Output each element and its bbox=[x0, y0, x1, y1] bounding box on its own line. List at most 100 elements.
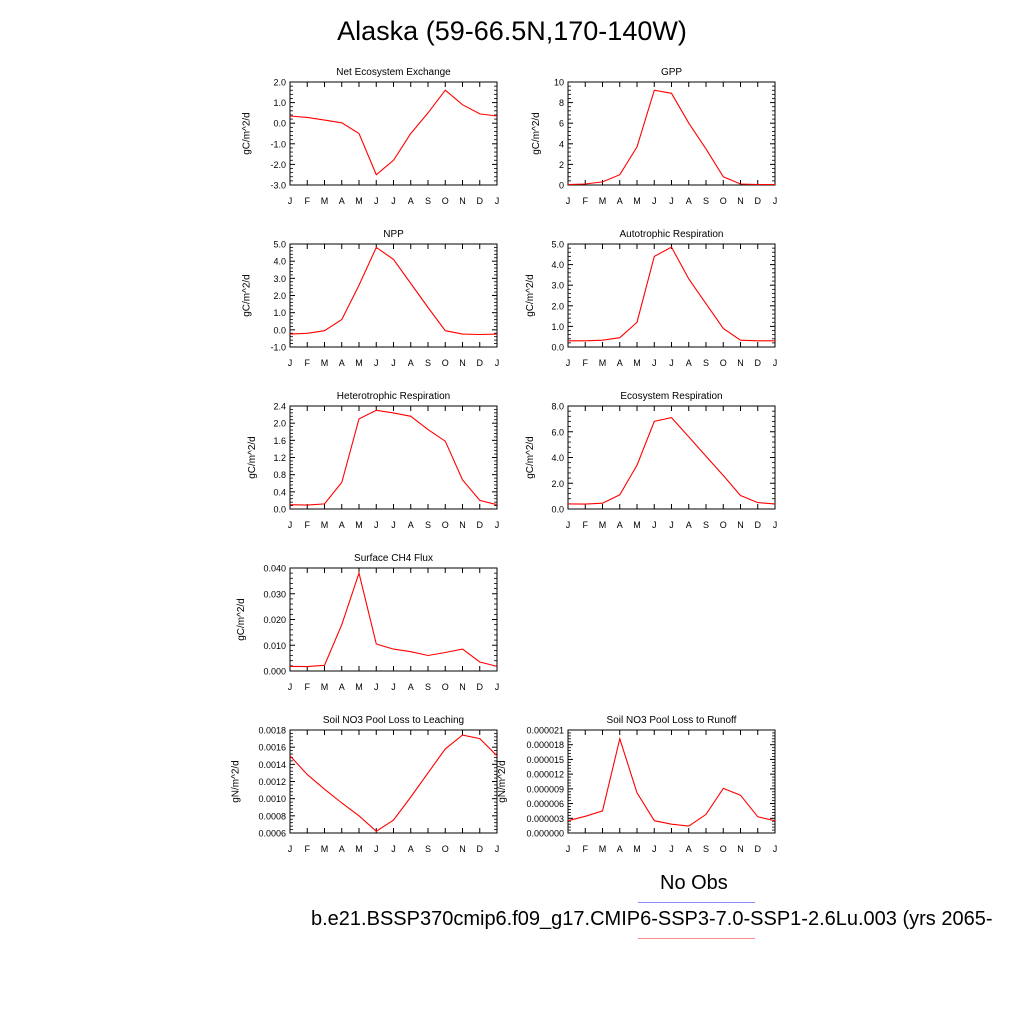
x-tick-label: F bbox=[305, 682, 311, 692]
y-tick-label: 0.000000 bbox=[526, 829, 564, 839]
x-tick-label: M bbox=[633, 358, 641, 368]
y-tick-label: 0.0006 bbox=[258, 829, 286, 839]
x-tick-label: M bbox=[355, 682, 363, 692]
x-tick-label: J bbox=[669, 520, 674, 530]
x-tick-label: M bbox=[633, 196, 641, 206]
x-tick-label: M bbox=[355, 358, 363, 368]
y-tick-label: 5.0 bbox=[551, 240, 564, 250]
x-tick-label: J bbox=[566, 520, 571, 530]
y-tick-label: 0.0014 bbox=[258, 760, 286, 770]
x-tick-label: D bbox=[755, 520, 762, 530]
x-tick-label: A bbox=[686, 520, 692, 530]
series-line bbox=[289, 734, 498, 832]
y-tick-label: -3.0 bbox=[270, 181, 286, 191]
y-tick-label: 0.000018 bbox=[526, 740, 564, 750]
y-axis-label: gN/m^2/d bbox=[230, 760, 241, 803]
x-tick-label: O bbox=[442, 520, 449, 530]
y-tick-label: 8 bbox=[559, 98, 564, 108]
y-tick-label: 6.0 bbox=[551, 427, 564, 437]
x-tick-label: F bbox=[305, 196, 311, 206]
plot-frame bbox=[567, 405, 776, 510]
x-tick-label: M bbox=[599, 520, 607, 530]
panel-title: Net Ecosystem Exchange bbox=[336, 67, 451, 78]
y-tick-label: 0.0012 bbox=[258, 777, 286, 787]
y-tick-label: 0.0 bbox=[273, 505, 286, 515]
x-tick-label: A bbox=[686, 844, 692, 854]
y-tick-label: 2 bbox=[559, 160, 564, 170]
y-tick-label: 0.010 bbox=[263, 641, 286, 651]
x-tick-label: S bbox=[425, 682, 431, 692]
y-tick-label: 0.0 bbox=[551, 505, 564, 515]
x-tick-label: S bbox=[703, 358, 709, 368]
y-tick-label: 1.0 bbox=[273, 308, 286, 318]
x-tick-label: M bbox=[355, 844, 363, 854]
y-tick-label: 3.0 bbox=[551, 281, 564, 291]
x-tick-label: M bbox=[355, 520, 363, 530]
x-tick-label: A bbox=[408, 520, 414, 530]
y-tick-label: 0.030 bbox=[263, 589, 286, 599]
plot-frame bbox=[567, 243, 776, 348]
x-tick-label: J bbox=[391, 520, 396, 530]
x-tick-label: J bbox=[495, 682, 500, 692]
y-tick-label: 0.000015 bbox=[526, 755, 564, 765]
y-tick-label: 1.0 bbox=[273, 98, 286, 108]
y-tick-label: 0.000003 bbox=[526, 814, 564, 824]
x-tick-label: J bbox=[773, 844, 778, 854]
series-line bbox=[289, 571, 498, 668]
x-tick-label: J bbox=[495, 358, 500, 368]
x-tick-label: J bbox=[669, 358, 674, 368]
x-tick-label: S bbox=[425, 844, 431, 854]
x-tick-label: S bbox=[703, 520, 709, 530]
x-tick-label: O bbox=[720, 844, 727, 854]
x-tick-label: J bbox=[288, 844, 293, 854]
series-line bbox=[567, 736, 776, 827]
series-line bbox=[568, 246, 775, 342]
x-tick-label: F bbox=[305, 358, 311, 368]
y-tick-label: 2.0 bbox=[551, 479, 564, 489]
x-tick-label: M bbox=[633, 844, 641, 854]
x-tick-label: J bbox=[288, 358, 293, 368]
x-tick-label: M bbox=[321, 682, 329, 692]
legend-case-line bbox=[638, 938, 755, 939]
x-tick-label: S bbox=[425, 520, 431, 530]
x-tick-label: M bbox=[599, 358, 607, 368]
y-tick-label: -1.0 bbox=[270, 343, 286, 353]
y-tick-label: 0.8 bbox=[273, 470, 286, 480]
y-tick-label: 4.0 bbox=[551, 260, 564, 270]
y-tick-label: 0.4 bbox=[273, 487, 286, 497]
y-tick-label: 1.0 bbox=[551, 322, 564, 332]
x-tick-label: F bbox=[583, 358, 589, 368]
x-tick-label: A bbox=[408, 196, 414, 206]
x-tick-label: M bbox=[599, 844, 607, 854]
y-tick-label: 0.000012 bbox=[526, 770, 564, 780]
plot-frame bbox=[289, 81, 498, 186]
x-tick-label: S bbox=[425, 358, 431, 368]
x-tick-label: N bbox=[737, 358, 744, 368]
x-tick-label: J bbox=[652, 358, 657, 368]
series-line bbox=[567, 416, 776, 505]
x-tick-label: J bbox=[391, 196, 396, 206]
x-tick-label: A bbox=[617, 844, 623, 854]
y-tick-label: 2.0 bbox=[273, 78, 286, 88]
x-tick-label: M bbox=[633, 520, 641, 530]
y-tick-label: 0.0008 bbox=[258, 811, 286, 821]
y-tick-label: 5.0 bbox=[273, 240, 286, 250]
x-tick-label: J bbox=[391, 844, 396, 854]
x-tick-label: D bbox=[755, 196, 762, 206]
x-tick-label: J bbox=[566, 196, 571, 206]
x-tick-label: J bbox=[374, 520, 379, 530]
x-tick-label: J bbox=[391, 358, 396, 368]
y-tick-label: 0.040 bbox=[263, 564, 286, 574]
series-line bbox=[289, 409, 498, 506]
y-tick-label: 1.6 bbox=[273, 436, 286, 446]
y-axis-label: gC/m^2/d bbox=[247, 436, 258, 479]
x-tick-label: D bbox=[477, 682, 484, 692]
y-tick-label: 0.000006 bbox=[526, 799, 564, 809]
y-tick-label: 6 bbox=[559, 119, 564, 129]
x-tick-label: J bbox=[652, 844, 657, 854]
